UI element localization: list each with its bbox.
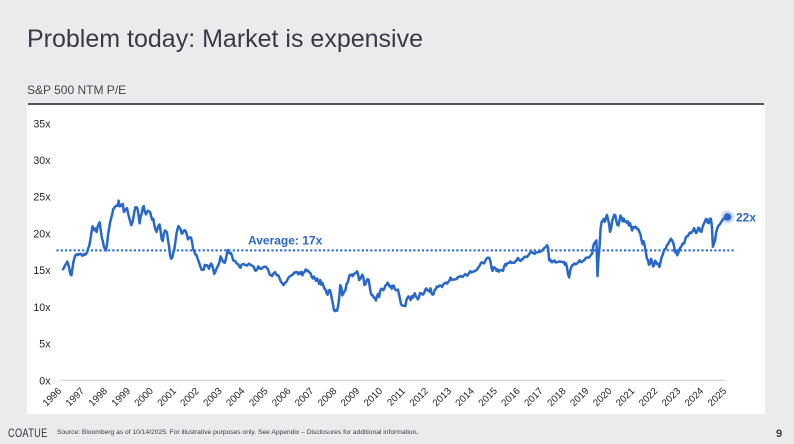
svg-text:1997: 1997: [64, 386, 87, 409]
svg-text:2017: 2017: [522, 386, 545, 409]
svg-text:2002: 2002: [179, 386, 202, 409]
svg-text:10x: 10x: [33, 302, 51, 314]
svg-text:1998: 1998: [87, 385, 111, 409]
svg-text:2004: 2004: [224, 385, 248, 409]
svg-text:2010: 2010: [362, 385, 386, 409]
svg-text:30x: 30x: [33, 155, 51, 167]
svg-text:2024: 2024: [683, 385, 707, 409]
svg-text:2019: 2019: [568, 386, 591, 409]
svg-text:2005: 2005: [247, 385, 271, 409]
svg-text:22x: 22x: [736, 211, 756, 225]
svg-text:2020: 2020: [591, 385, 615, 409]
svg-text:15x: 15x: [33, 265, 51, 277]
svg-text:20x: 20x: [33, 229, 51, 241]
svg-text:2023: 2023: [660, 385, 684, 409]
svg-text:2021: 2021: [614, 386, 637, 409]
svg-text:2007: 2007: [293, 386, 316, 409]
svg-text:2014: 2014: [454, 385, 478, 409]
svg-text:0x: 0x: [39, 375, 51, 387]
svg-text:25x: 25x: [33, 192, 51, 204]
svg-text:2025: 2025: [706, 385, 730, 409]
svg-text:Average: 17x: Average: 17x: [248, 234, 323, 248]
svg-text:1999: 1999: [110, 386, 133, 409]
svg-text:2016: 2016: [500, 385, 524, 409]
svg-text:2018: 2018: [545, 385, 569, 409]
svg-text:2008: 2008: [316, 385, 340, 409]
svg-text:2022: 2022: [637, 386, 660, 409]
svg-text:2006: 2006: [270, 385, 294, 409]
svg-text:1996: 1996: [41, 385, 65, 409]
svg-text:2009: 2009: [339, 386, 362, 409]
svg-text:2013: 2013: [431, 385, 455, 409]
svg-text:2000: 2000: [133, 385, 157, 409]
svg-text:2001: 2001: [156, 386, 179, 409]
svg-text:2012: 2012: [408, 386, 431, 409]
svg-text:5x: 5x: [39, 339, 51, 351]
svg-text:2011: 2011: [385, 386, 408, 409]
svg-text:35x: 35x: [33, 118, 51, 130]
svg-text:2003: 2003: [201, 385, 225, 409]
svg-text:2015: 2015: [477, 385, 501, 409]
